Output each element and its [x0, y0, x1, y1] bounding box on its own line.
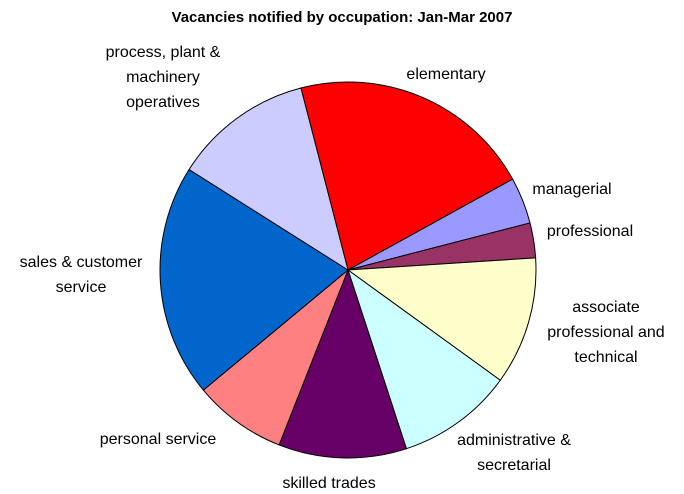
pie-slice	[159, 168, 349, 391]
pie-slice	[300, 81, 514, 271]
slice-label: sales & customer service	[19, 254, 143, 296]
pie-slice	[347, 268, 501, 450]
pie-slice	[188, 87, 349, 272]
pie-slice	[278, 268, 408, 459]
slice-label: personal service	[99, 431, 217, 448]
slice-label: administrative & secretarial	[457, 432, 571, 474]
slice-label: skilled trades	[282, 475, 376, 492]
pie-slice	[346, 257, 537, 381]
slice-label: elementary	[406, 66, 486, 83]
slice-label: managerial	[532, 181, 612, 198]
slice-label: professional	[546, 223, 634, 240]
chart-title: Vacancies notified by occupation: Jan-Ma…	[171, 9, 513, 26]
slice-label: process, plant & machinery operatives	[105, 44, 221, 111]
slice-label: associate professional and technical	[547, 299, 665, 366]
pie-slice	[202, 269, 349, 446]
